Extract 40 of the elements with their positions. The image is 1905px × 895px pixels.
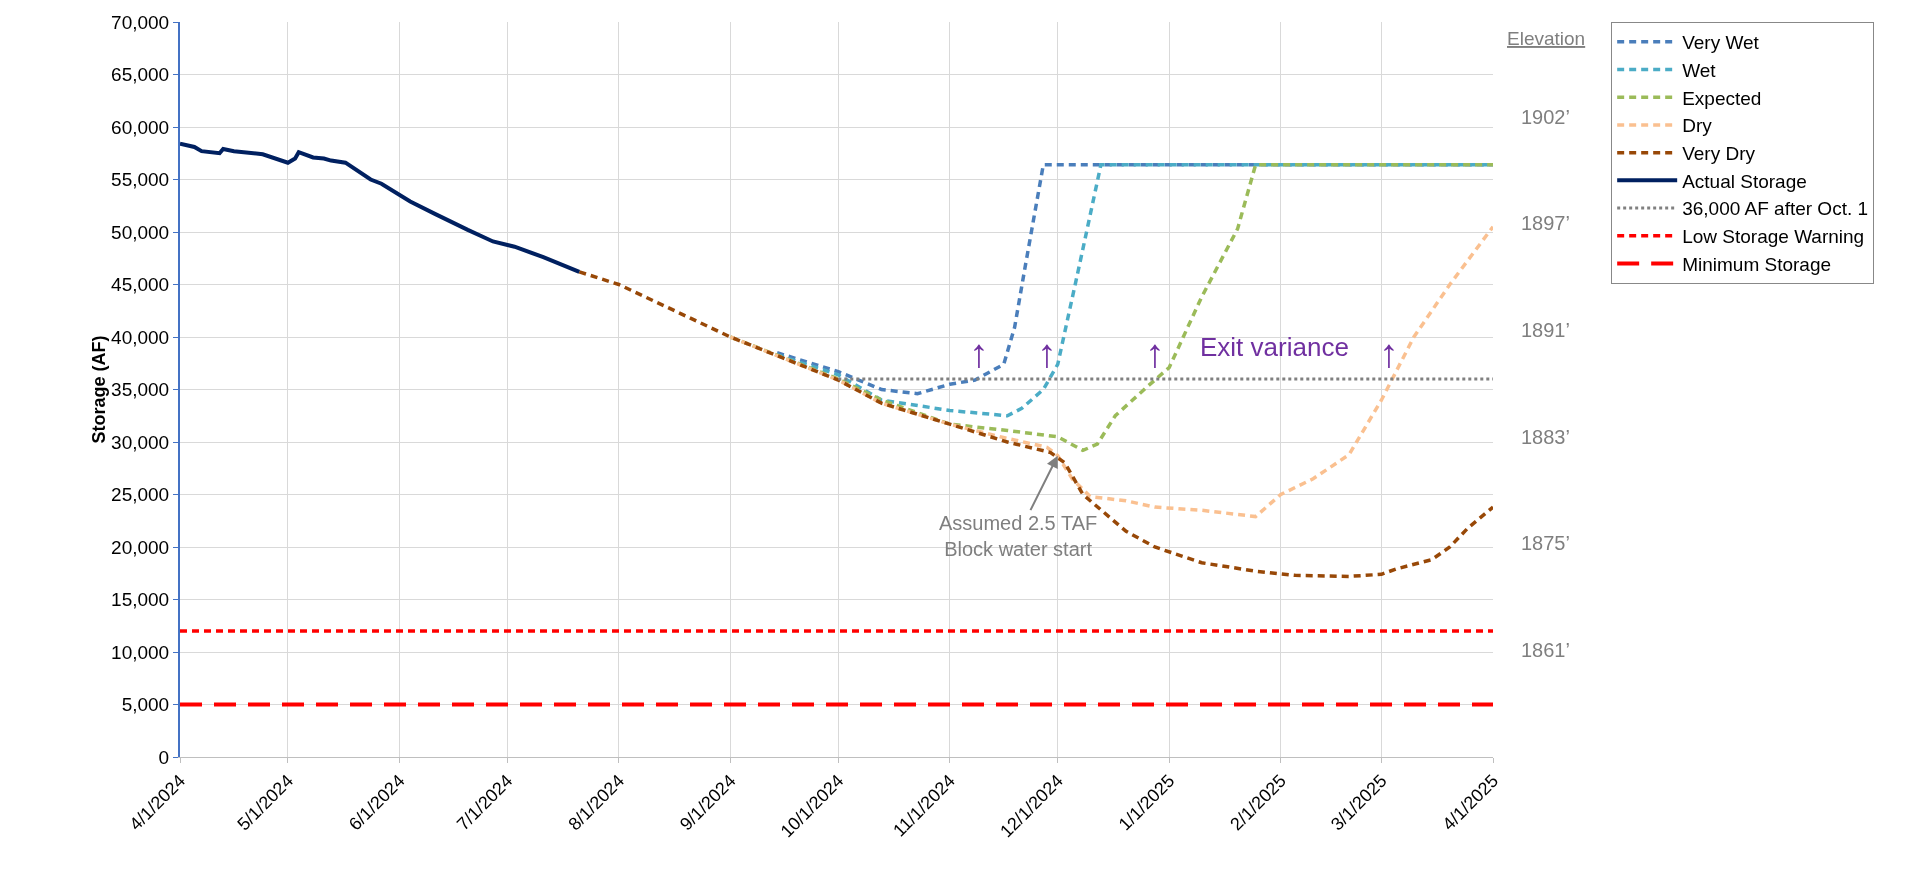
y-tick-label: 20,000: [111, 536, 170, 558]
legend-label: Wet: [1682, 59, 1717, 81]
text: 1861’: [1521, 639, 1570, 661]
legend-label: 36,000 AF after Oct. 1: [1682, 198, 1869, 220]
text: 1897’: [1521, 212, 1570, 234]
y-tick-label: 65,000: [111, 64, 170, 86]
y-tick-label: 15,000: [111, 589, 170, 611]
y-tick-label: 0: [158, 746, 170, 768]
y-tick-label: 60,000: [111, 116, 170, 138]
y-tick-label: 55,000: [111, 169, 170, 191]
y-tick-label: 40,000: [111, 326, 170, 348]
text: 1902’: [1521, 106, 1570, 128]
y-tick-label: 35,000: [111, 379, 170, 401]
y-tick-label: 50,000: [111, 221, 170, 243]
legend-label: Low Storage Warning: [1682, 226, 1865, 248]
text: 1883’: [1521, 426, 1570, 448]
y-tick-label: 30,000: [111, 431, 170, 453]
legend-label: Very Dry: [1682, 143, 1756, 165]
y-tick-label: 70,000: [111, 11, 170, 33]
y-tick-label: 5,000: [121, 694, 170, 716]
y2-axis-title: Elevation: [1507, 28, 1586, 49]
text: 1891’: [1521, 319, 1570, 341]
annotation: ↑: [1037, 331, 1057, 375]
annotation: ↑: [1145, 331, 1165, 375]
legend-label: Dry: [1682, 115, 1713, 137]
annotation: ↑: [1379, 331, 1399, 375]
y-tick-label: 45,000: [111, 274, 170, 296]
y-tick-label: 10,000: [111, 641, 170, 663]
legend-label: Actual Storage: [1682, 170, 1807, 192]
legend-label: Very Wet: [1682, 32, 1760, 54]
legend-label: Expected: [1682, 87, 1762, 109]
line-series: [577, 270, 1493, 579]
y-tick-label: 25,000: [111, 484, 170, 506]
annotation: Exit variance: [1200, 332, 1349, 362]
annotation: ↑: [969, 331, 989, 375]
annotation: Assumed 2.5 TAF Block water start: [939, 512, 1098, 560]
line-series: [180, 141, 582, 274]
text: 1875’: [1521, 532, 1570, 554]
y-axis-title: Storage (AF): [89, 335, 110, 444]
legend-label: Minimum Storage: [1682, 253, 1832, 275]
